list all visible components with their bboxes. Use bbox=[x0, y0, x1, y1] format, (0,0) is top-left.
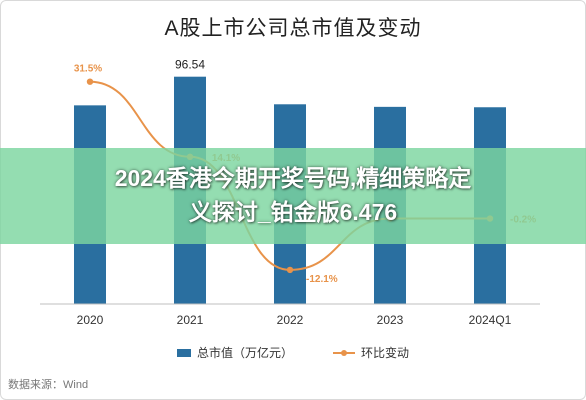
legend-label-market-cap: 总市值（万亿元） bbox=[196, 346, 293, 360]
legend: 总市值（万亿元） 环比变动 bbox=[0, 344, 586, 361]
legend-item-change: 环比变动 bbox=[333, 344, 409, 361]
bar-data-label: 96.54 bbox=[175, 58, 205, 72]
x-tick-label: 2022 bbox=[277, 313, 304, 327]
chart-title: A股上市公司总市值及变动 bbox=[164, 17, 422, 40]
x-tick-label: 2024Q1 bbox=[469, 313, 512, 327]
banner-line-1: 2024香港今期开奖号码,精细策略定 bbox=[114, 165, 472, 191]
x-tick-labels: 2020 2021 2022 2023 2024Q1 bbox=[77, 313, 512, 327]
legend-line-swatch-icon bbox=[333, 348, 355, 358]
banner-text: 2024香港今期开奖号码,精细策略定 义探讨_铂金版6.476 bbox=[20, 161, 566, 229]
legend-label-change: 环比变动 bbox=[361, 346, 410, 360]
line-point-2020 bbox=[86, 78, 94, 85]
line-data-label: 31.5% bbox=[74, 64, 102, 75]
line-point-2022 bbox=[286, 266, 294, 274]
legend-item-market-cap: 总市值（万亿元） bbox=[176, 344, 293, 361]
line-data-label: -12.1% bbox=[306, 274, 338, 285]
data-source: 数据来源：Wind bbox=[8, 379, 89, 391]
x-tick-label: 2020 bbox=[77, 313, 104, 327]
banner-line-2: 义探讨_铂金版6.476 bbox=[188, 199, 398, 225]
x-tick-label: 2021 bbox=[177, 313, 204, 327]
overlay-banner: 2024香港今期开奖号码,精细策略定 义探讨_铂金版6.476 bbox=[0, 148, 586, 244]
legend-bar-swatch-icon bbox=[176, 348, 191, 357]
x-tick-label: 2023 bbox=[377, 313, 404, 327]
